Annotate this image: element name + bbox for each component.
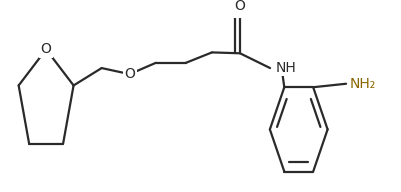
Text: NH: NH [276, 61, 297, 75]
Text: NH₂: NH₂ [349, 77, 375, 91]
Text: O: O [124, 67, 135, 81]
Text: O: O [235, 0, 245, 13]
Text: O: O [41, 42, 52, 56]
